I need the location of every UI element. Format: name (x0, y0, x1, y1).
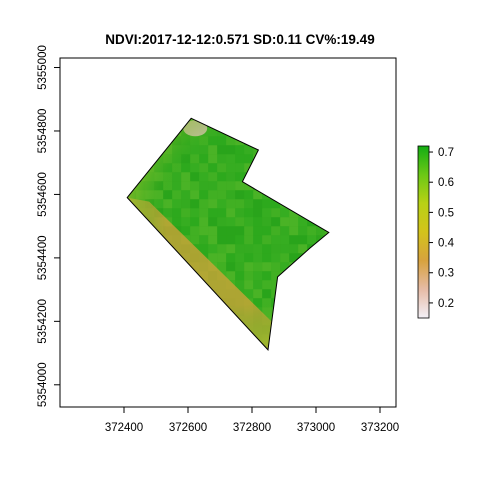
legend-tick-label: 0.7 (438, 147, 454, 159)
legend-tick-label: 0.3 (438, 268, 454, 280)
x-tick-label: 372400 (105, 422, 143, 434)
y-tick-label: 5354800 (37, 109, 49, 154)
y-axis: 5354000 5354200 5354400 5354600 5354800 53550… (37, 45, 61, 407)
y-tick-label: 5354600 (37, 172, 49, 217)
x-tick-label: 372800 (233, 422, 271, 434)
legend-colorbar (417, 145, 430, 319)
x-tick-label: 373000 (297, 422, 335, 434)
legend-tick-label: 0.4 (438, 238, 455, 250)
y-tick-label: 5355000 (37, 45, 49, 90)
y-tick-label: 5354200 (37, 299, 49, 344)
x-tick-label: 373200 (361, 422, 399, 434)
legend-tick-label: 0.5 (438, 207, 454, 219)
map-title: NDVI:2017-12-12:0.571 SD:0.11 CV%:19.49 (105, 32, 374, 47)
x-tick-label: 372600 (169, 422, 207, 434)
legend-ticks: 0.2 0.3 0.4 0.5 0.6 0.7 (429, 147, 455, 310)
legend-tick-label: 0.2 (438, 298, 454, 310)
legend-tick-label: 0.6 (438, 177, 454, 189)
y-tick-label: 5354000 (37, 362, 49, 407)
x-axis: 372400 372600 372800 373000 373200 (105, 406, 399, 434)
color-legend: 0.2 0.3 0.4 0.5 0.6 0.7 (417, 145, 455, 319)
y-tick-label: 5354400 (37, 235, 49, 280)
field-boundary (126, 117, 330, 352)
